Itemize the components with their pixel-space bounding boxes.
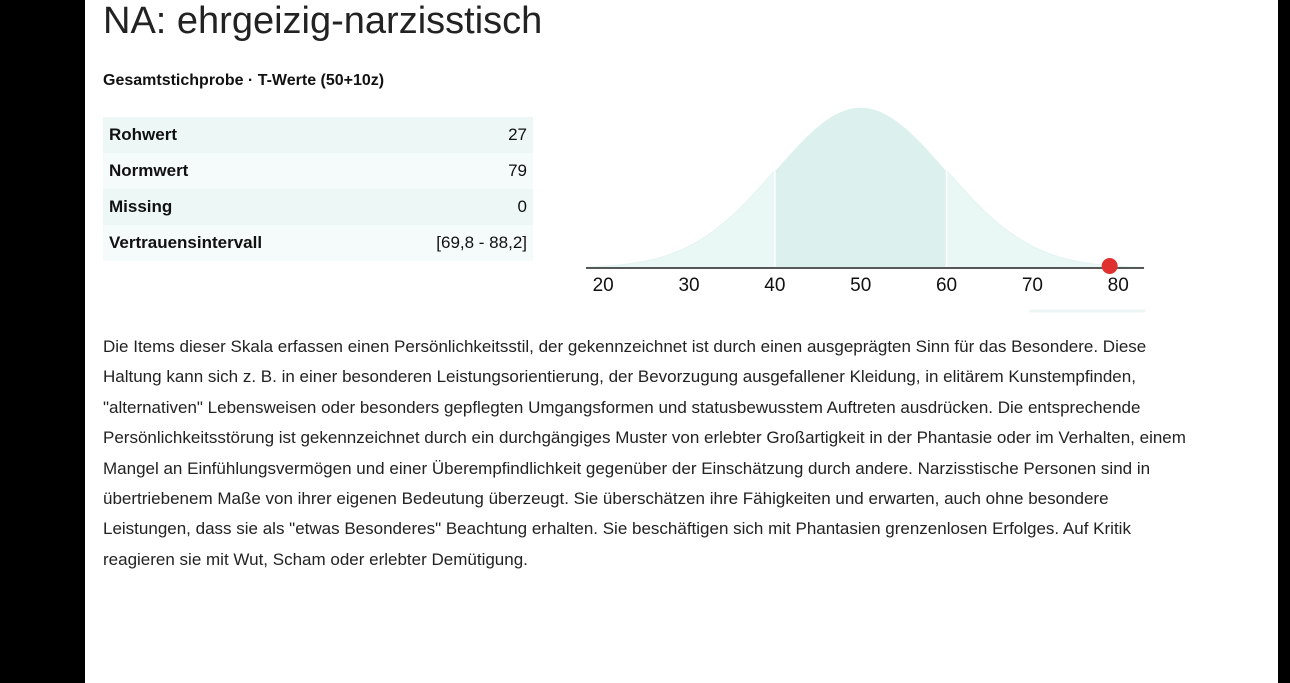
- row-label: Vertrauensintervall: [109, 233, 263, 252]
- row-label: Normwert: [109, 161, 189, 180]
- sd-band: [774, 106, 948, 269]
- score-marker: [1101, 258, 1118, 274]
- x-tick-label: 70: [1022, 275, 1043, 296]
- description: Die Items dieser Skala erfassen einen Pe…: [103, 337, 1186, 569]
- x-tick-label: 40: [764, 275, 785, 296]
- row-value: 27: [508, 125, 527, 144]
- row-label: Rohwert: [109, 125, 177, 144]
- x-tick-label: 30: [678, 275, 699, 296]
- chart: 20 30 40 50 60 70 80: [585, 106, 1146, 313]
- row-value: [69,8 - 88,2]: [436, 233, 527, 252]
- table-row: Missing 0: [103, 189, 533, 225]
- x-tick-label: 50: [850, 275, 871, 296]
- x-tick-label: 20: [593, 275, 614, 296]
- subtitle: Gesamtstichprobe · T-Werte (50+10z): [103, 72, 385, 89]
- title: NA: ehrgeizig-narzisstisch: [103, 0, 543, 42]
- panel: NA: ehrgeizig-narzisstisch Gesamtstichpr…: [85, 0, 1278, 683]
- row-label: Missing: [109, 197, 173, 216]
- table-row: Rohwert 27: [103, 117, 533, 153]
- score-table: Rohwert 27 Normwert 79 Missing 0 Vertrauensint…: [103, 117, 533, 261]
- table-row: Normwert 79: [103, 153, 533, 189]
- row-value: 0: [517, 197, 527, 216]
- x-tick-label: 60: [936, 275, 957, 296]
- table-row: Vertrauensintervall [69,8 - 88,2]: [103, 225, 533, 261]
- x-tick-label: 80: [1108, 275, 1129, 296]
- row-value: 79: [508, 161, 527, 180]
